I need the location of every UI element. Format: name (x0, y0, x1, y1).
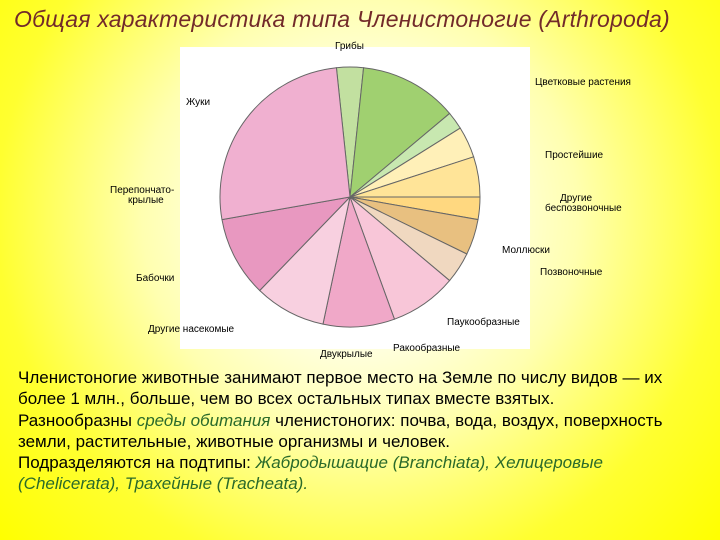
pie-chart-region: ГрибыЦветковые растенияПростейшиеДругиеб… (0, 35, 720, 365)
chart-label: Паукообразные (447, 317, 520, 328)
chart-label: Грибы (335, 41, 364, 52)
chart-label: Моллюски (502, 245, 550, 256)
chart-label: Жуки (186, 97, 210, 108)
chart-label: Позвоночные (540, 267, 602, 278)
chart-label: Бабочки (136, 273, 174, 284)
chart-label: крылые (128, 195, 164, 206)
chart-label: Ракообразные (393, 343, 460, 354)
chart-label: беспозвоночные (545, 203, 622, 214)
body-p1: Членистоногие животные занимают первое м… (18, 368, 662, 408)
term-habitat: среды обитания (137, 411, 271, 430)
species-pie-chart (210, 57, 490, 337)
chart-label: Другие насекомые (148, 324, 234, 335)
pie-slice (220, 68, 350, 220)
page-title: Общая характеристика типа Членистоногие … (0, 0, 720, 35)
chart-label: Двукрылые (320, 349, 373, 360)
body-p2a: Разнообразны (18, 411, 137, 430)
body-p3a: Подразделяются на подтипы: (18, 453, 256, 472)
chart-label: Цветковые растения (535, 77, 631, 88)
chart-label: Простейшие (545, 150, 603, 161)
body-text: Членистоногие животные занимают первое м… (0, 365, 720, 495)
